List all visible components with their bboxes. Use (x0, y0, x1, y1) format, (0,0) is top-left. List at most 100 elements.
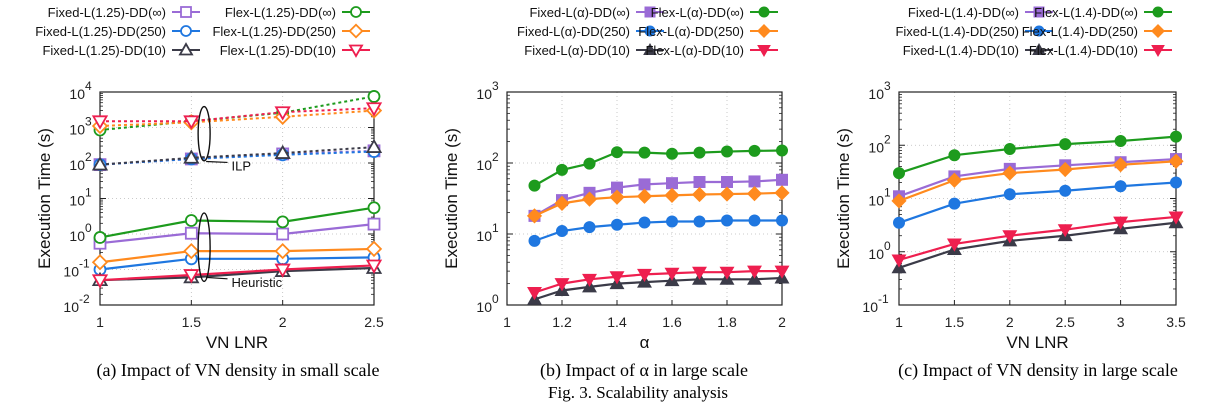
y-tick-label: 101 (69, 186, 92, 209)
legend-label: Flex-L(1.4)-DD(10) (1029, 43, 1138, 58)
legend-label: Fixed-L(1.25)-DD(10) (42, 43, 166, 58)
data-point (1168, 211, 1184, 225)
heuristic-ellipse (197, 212, 211, 283)
panel-caption: (a) Impact of VN density in small scale (96, 360, 379, 381)
y-tick-label: 104 (69, 79, 92, 102)
data-point (365, 240, 383, 258)
ilp-pointer (206, 160, 228, 164)
panel-caption: (c) Impact of VN density in large scale (898, 360, 1178, 381)
series-line (898, 135, 1177, 175)
data-point (693, 215, 706, 228)
data-point (93, 231, 107, 244)
legend-label: Flex-L(1.4)-DD(∞) (1034, 5, 1138, 20)
series-line (99, 266, 375, 282)
data-point (776, 144, 788, 157)
x-tick-label: 1.8 (717, 314, 737, 330)
data-point (1057, 224, 1073, 238)
y-tick-label: 10-1 (63, 257, 90, 280)
series-green (528, 144, 788, 192)
data-point (693, 146, 706, 159)
series-line (898, 221, 1177, 269)
data-point (748, 175, 761, 188)
figure-caption: Fig. 3. Scalability analysis (548, 383, 728, 402)
y-tick-label: 103 (69, 115, 92, 138)
data-point (774, 265, 790, 279)
legend: Fixed-L(1.25)-DD(∞) Flex-L(1.25)-DD(∞) Fix… (35, 5, 370, 58)
series-green (893, 130, 1182, 180)
data-point (664, 187, 680, 203)
series-line (898, 181, 1177, 224)
data-point (1114, 180, 1127, 193)
x-tick-label: 2 (1006, 314, 1014, 330)
data-point (721, 214, 733, 227)
y-axis-label: Execution Time (s) (834, 128, 853, 269)
data-point (719, 266, 735, 280)
data-point (609, 189, 625, 205)
legend-marker (1032, 42, 1046, 55)
legend-marker (758, 6, 770, 18)
x-tick-label: 1.5 (945, 314, 965, 330)
data-point (183, 149, 200, 164)
legend-marker (1033, 25, 1045, 37)
x-tick-label: 3 (1117, 314, 1125, 330)
series-line (100, 107, 375, 123)
series-orange (891, 153, 1184, 209)
legend: Fixed-L(1.4)-DD(∞) Flex-L(1.4)-DD(∞) Fixed… (895, 5, 1172, 58)
data-point (1057, 161, 1073, 178)
series-blue (528, 214, 788, 247)
x-axis-label: VN LNR (206, 333, 268, 352)
data-point (692, 266, 707, 280)
heuristic-pointer (206, 276, 228, 280)
x-tick-label: 2 (279, 314, 287, 330)
legend-label: Flex-L(1.25)-DD(10) (220, 43, 336, 58)
data-point (1003, 188, 1016, 201)
legend-marker (757, 24, 771, 38)
data-point (1114, 135, 1127, 148)
series-line (533, 149, 783, 187)
data-point (276, 227, 290, 241)
x-tick-label: 1.5 (182, 314, 202, 330)
data-point (274, 242, 291, 260)
y-tick-label: 101 (868, 186, 891, 209)
data-point (666, 215, 678, 228)
data-point (274, 144, 291, 159)
data-point (367, 217, 381, 231)
legend-label: Flex-L(1.25)-DD(250) (212, 24, 336, 39)
x-axis-label: α (640, 333, 650, 352)
legend: Fixed-L(α)-DD(∞) Flex-L(α)-DD(∞) Fixed-L(α… (517, 5, 778, 58)
legend-marker (1033, 6, 1045, 18)
series-line (534, 191, 783, 217)
data-point (1003, 143, 1016, 156)
legend-label: Fixed-L(α)-DD(∞) (529, 5, 630, 20)
series-line (898, 160, 1177, 202)
legend-label: Fixed-L(1.25)-DD(250) (35, 24, 166, 39)
data-point (528, 179, 541, 192)
data-point (747, 265, 762, 279)
data-point (1170, 130, 1182, 143)
y-tick-label: 102 (476, 150, 499, 173)
heuristic-annotation: Heuristic (232, 275, 283, 290)
data-point (276, 215, 290, 229)
data-point (1113, 157, 1129, 173)
series-line (534, 270, 782, 294)
legend-label: Flex-L(α)-DD(∞) (651, 5, 744, 20)
legend-marker (644, 25, 656, 37)
data-point (583, 157, 596, 170)
legend-marker (644, 6, 656, 18)
legend-label: Fixed-L(1.4)-DD(∞) (908, 5, 1019, 20)
data-point (1002, 230, 1018, 244)
series-red-ilp (91, 102, 383, 130)
chart-panel-a: 10-2 10-1 100 101 102 103 104 1 1.5 2 2.5 VN LNR Exe… (35, 5, 384, 381)
legend-marker (178, 42, 194, 56)
data-point (1168, 153, 1184, 169)
data-point (666, 147, 678, 160)
series-red (891, 211, 1184, 268)
data-point (274, 263, 291, 278)
data-point (183, 269, 200, 284)
data-point (1059, 184, 1072, 197)
series-line (99, 146, 375, 166)
data-point (721, 145, 733, 158)
data-point (891, 193, 907, 209)
data-point (948, 149, 961, 162)
data-point (556, 225, 568, 238)
